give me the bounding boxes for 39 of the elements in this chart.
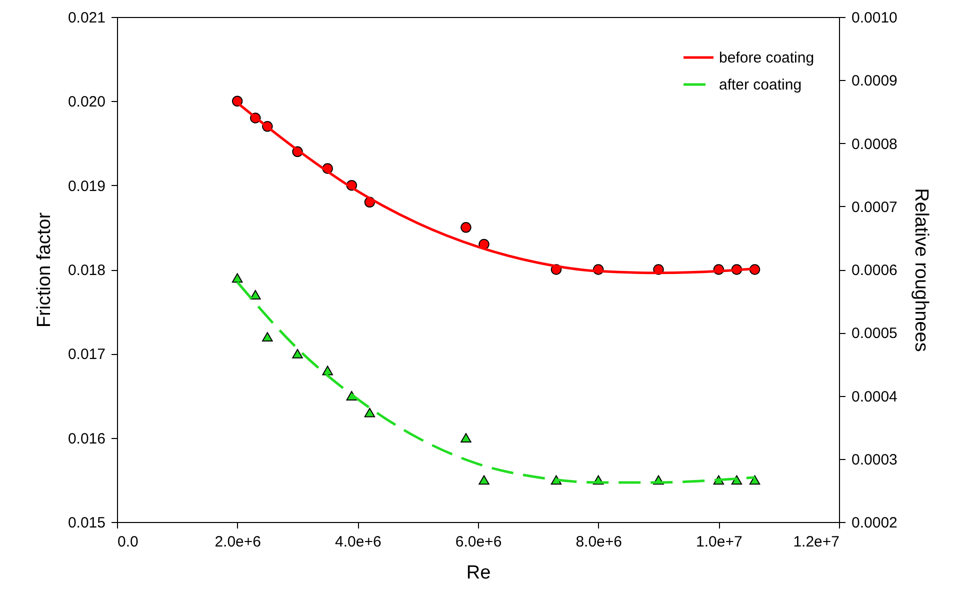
point <box>262 332 273 342</box>
x-tick-label: 1.0e+7 <box>696 534 742 550</box>
point <box>232 273 243 283</box>
point <box>749 475 760 485</box>
y2-tick-label: 0.0005 <box>852 325 898 342</box>
y-tick-label: 0.020 <box>68 94 106 111</box>
point <box>460 433 472 443</box>
y2-tick-label: 0.0002 <box>852 514 898 532</box>
x-tick-label: 2.0e+6 <box>214 534 261 550</box>
y2-tick-label: 0.0006 <box>852 262 898 279</box>
x-tick-label: 1.2e+7 <box>793 534 840 550</box>
point <box>460 222 472 233</box>
y2-tick-label: 0.0007 <box>852 198 898 216</box>
point <box>731 475 742 485</box>
point <box>322 366 333 376</box>
x-tick-label: 0.0 <box>118 534 138 550</box>
legend-label: after coating <box>719 76 802 94</box>
y2-tick-label: 0.0010 <box>852 10 898 26</box>
point <box>478 475 490 485</box>
legend-label: before coating <box>719 50 814 66</box>
y2-axis-title: Relative roughnees <box>910 188 932 352</box>
point <box>364 408 376 418</box>
x-tick-label: 8.0e+6 <box>576 534 622 550</box>
y-axis-title: Friction factor <box>34 212 55 328</box>
x-tick-label: 6.0e+6 <box>455 534 502 550</box>
y-tick-label: 0.021 <box>68 10 106 26</box>
x-axis-title: Re <box>466 562 491 584</box>
y2-tick-label: 0.0008 <box>852 136 898 153</box>
y-tick-label: 0.017 <box>68 346 106 364</box>
y2-tick-label: 0.0004 <box>852 388 898 406</box>
y-tick-label: 0.016 <box>68 430 106 448</box>
y2-tick-label: 0.0009 <box>852 72 898 90</box>
y-tick-label: 0.019 <box>68 178 106 195</box>
y-tick-label: 0.015 <box>68 514 106 532</box>
y-tick-label: 0.018 <box>68 262 106 279</box>
y2-tick-label: 0.0003 <box>852 451 898 468</box>
point <box>292 348 303 358</box>
x-tick-label: 4.0e+6 <box>335 534 382 550</box>
point <box>250 290 261 300</box>
